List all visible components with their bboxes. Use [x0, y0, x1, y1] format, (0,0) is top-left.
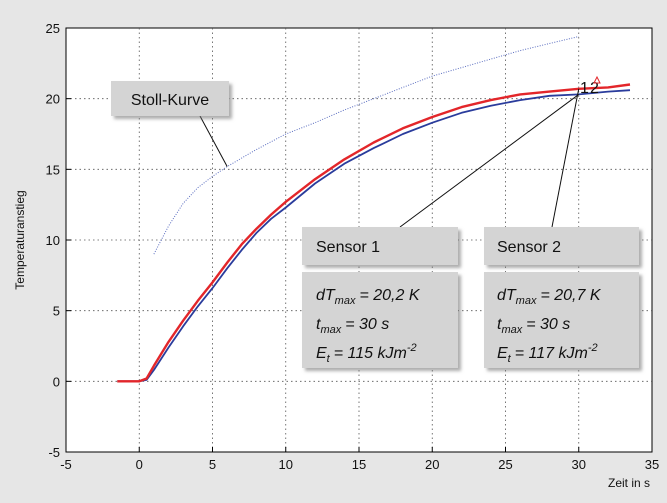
sensor-2-title: Sensor 2: [497, 239, 561, 256]
x-tick-label: 30: [572, 457, 586, 472]
sensor-2-leader-line: [551, 88, 580, 228]
x-tick-label: 5: [209, 457, 216, 472]
y-tick-label: 10: [46, 233, 60, 248]
sensor-2-dtmax: dTmax = 20,7 K: [497, 287, 602, 307]
sensor-2-tmax: tmax = 30 s: [497, 316, 570, 336]
y-tick-label: 15: [46, 162, 60, 177]
x-tick-label: -5: [60, 457, 72, 472]
sensor-2-et: Et = 117 kJm-2: [497, 342, 598, 365]
y-tick-label: 20: [46, 92, 60, 107]
y-axis-ticks: -5 0 5 10 15 20 25: [46, 21, 71, 460]
y-axis-label: Temperaturanstieg: [13, 190, 27, 289]
x-tick-label: 10: [279, 457, 293, 472]
x-tick-label: 15: [352, 457, 366, 472]
series-line-sensor-1: [117, 89, 631, 383]
x-axis-label: Zeit in s: [608, 476, 650, 490]
sensor-1-et: Et = 115 kJm-2: [316, 342, 417, 365]
x-axis-ticks: -5 0 5 10 15 20 25 30 35: [60, 447, 659, 472]
x-tick-label: 0: [136, 457, 143, 472]
stoll-leader-line: [199, 115, 228, 167]
sensor-1-leader-line: [399, 94, 580, 228]
sensor-1-title: Sensor 1: [316, 239, 380, 256]
series-line-sensor-2: [117, 83, 631, 383]
series-line-stoll-kurve: [153, 36, 579, 255]
x-tick-label: 35: [645, 457, 659, 472]
x-tick-label: 25: [498, 457, 512, 472]
sensor-1-tmax: tmax = 30 s: [316, 316, 389, 336]
y-tick-label: 5: [53, 304, 60, 319]
sensor-1-annotation: Sensor 1 dTmax = 20,2 K tmax = 30 s Et = 11…: [302, 227, 458, 368]
y-tick-label: -5: [48, 445, 60, 460]
y-tick-label: 25: [46, 21, 60, 36]
marker-label-1: 1: [580, 80, 589, 97]
marker-label-2: 2: [590, 80, 599, 97]
sensor-1-dtmax: dTmax = 20,2 K: [316, 287, 421, 307]
series-group: [117, 36, 631, 383]
sensor-2-annotation: Sensor 2 dTmax = 20,7 K tmax = 30 s Et = 11…: [484, 227, 639, 368]
y-tick-label: 0: [53, 374, 60, 389]
triangle-marker-icon: [593, 75, 601, 84]
stoll-label-box: Stoll-Kurve: [111, 81, 229, 116]
x-tick-label: 20: [425, 457, 439, 472]
stoll-label: Stoll-Kurve: [131, 92, 209, 109]
